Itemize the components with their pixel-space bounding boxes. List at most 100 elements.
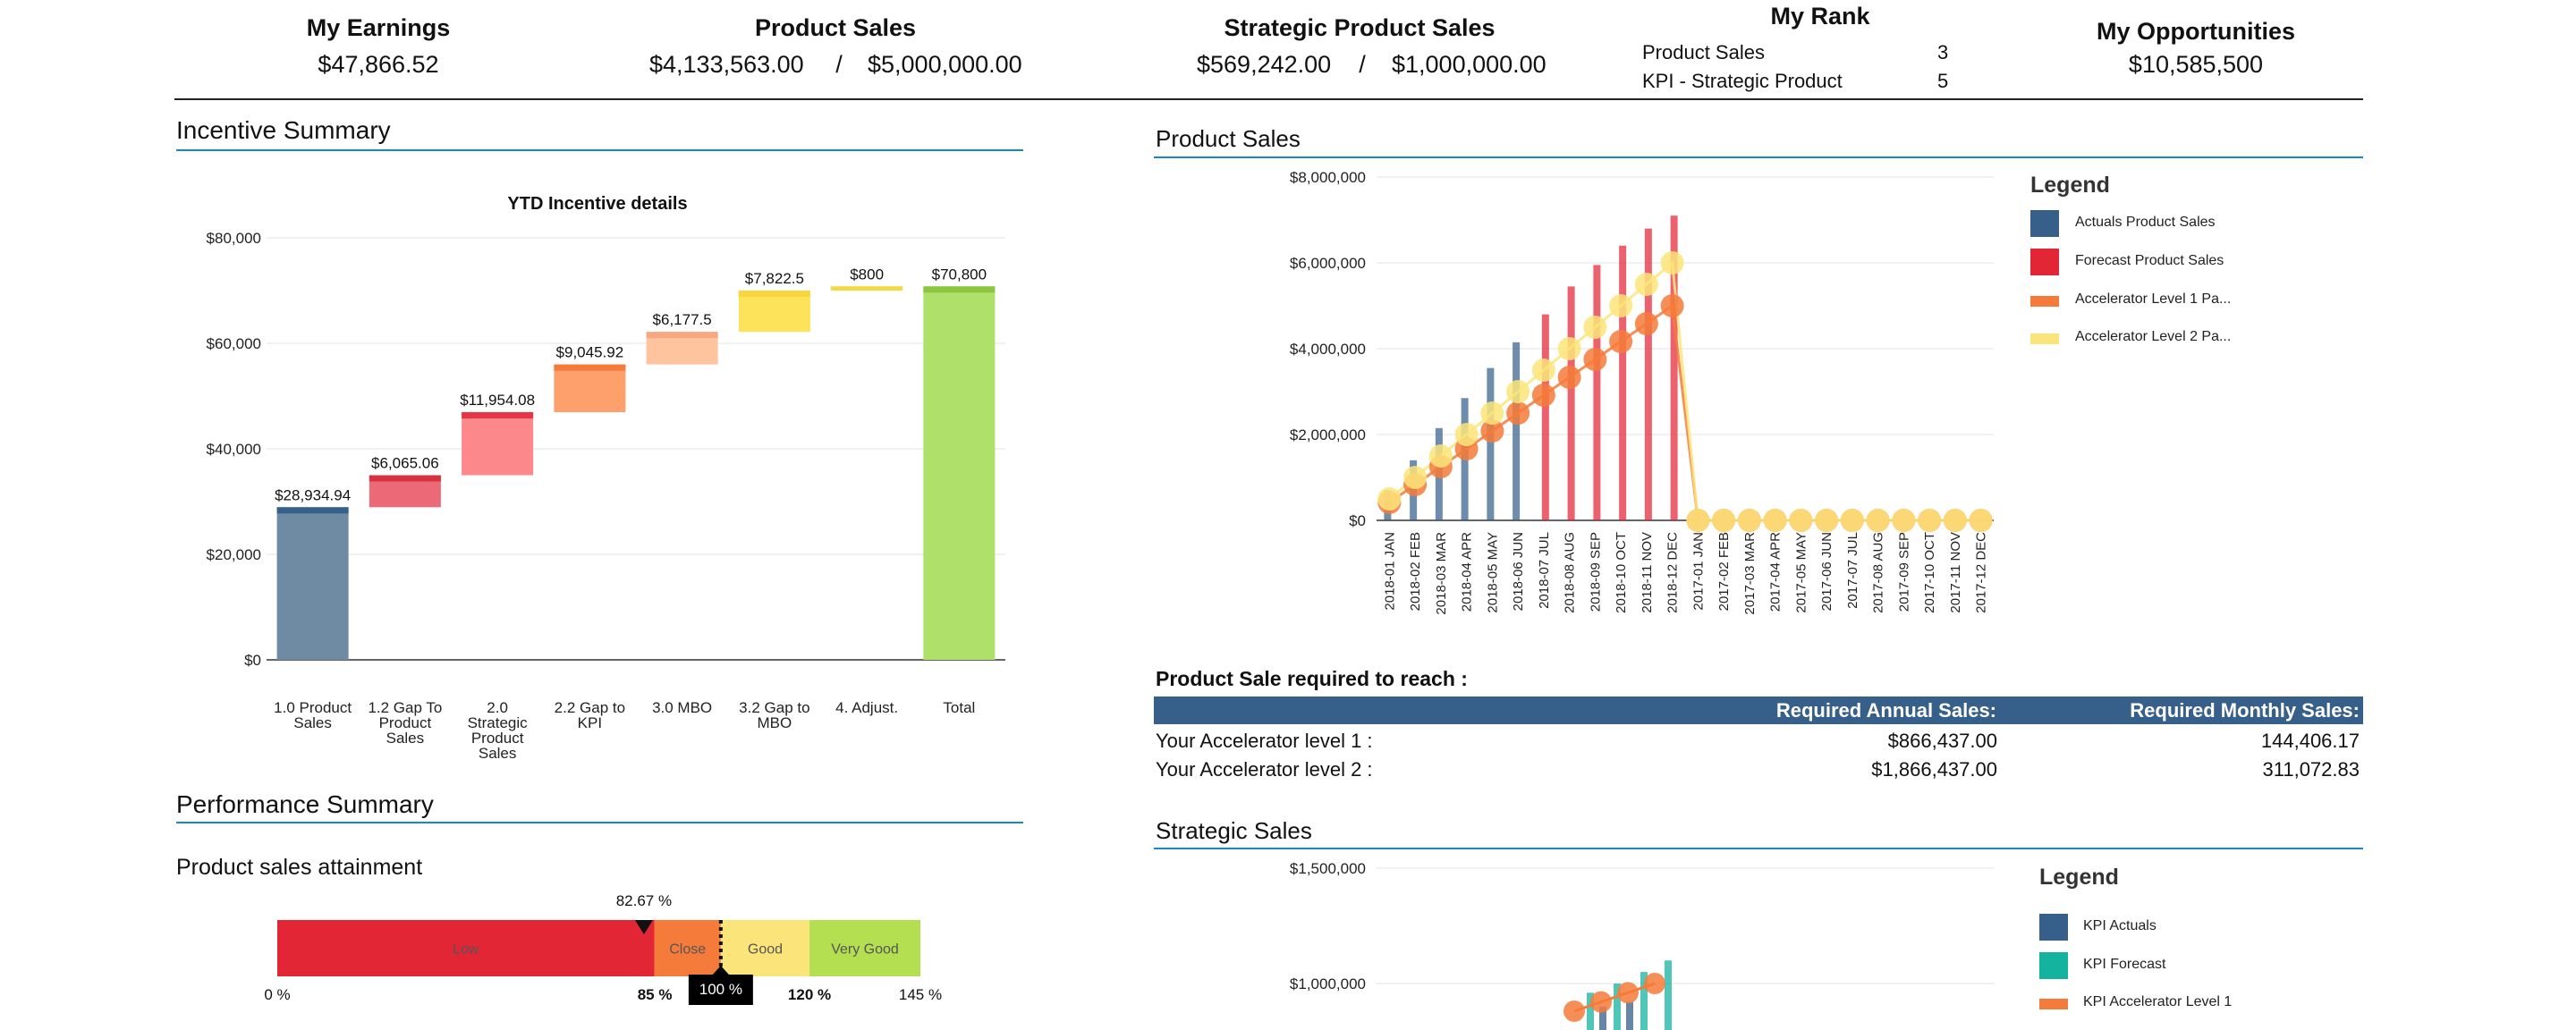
x-tick-label: Product	[471, 730, 524, 747]
accelerator-point	[1609, 294, 1633, 317]
x-tick-label: 3.2 Gap to	[739, 699, 809, 716]
rank-row-label: KPI - Strategic Product	[1642, 70, 1843, 92]
legend-swatch	[2039, 999, 2068, 1009]
attainment-band	[277, 920, 655, 976]
legend-swatch	[2030, 296, 2059, 307]
waterfall-bar-top	[646, 332, 718, 339]
x-tick-label: 2017-09 SEP	[1896, 532, 1911, 612]
my-rank-title: My Rank	[1770, 3, 1870, 30]
rank-row-value: 5	[1937, 70, 1949, 92]
attainment-band	[654, 920, 721, 976]
legend-swatch	[2030, 249, 2059, 275]
sales-bar	[1487, 367, 1495, 520]
incentive-summary-title: Incentive Summary	[176, 116, 391, 144]
y-tick-label: $60,000	[207, 335, 261, 352]
data-label: $800	[850, 266, 884, 283]
accelerator-point	[1789, 509, 1813, 532]
attainment-band	[809, 920, 920, 976]
required-monthly-header: Required Monthly Sales:	[2130, 699, 2360, 722]
attainment-band-label: Low	[453, 942, 479, 958]
x-tick-label: Sales	[479, 745, 517, 762]
sales-bar	[1619, 245, 1627, 520]
data-label: $6,177.5	[653, 311, 712, 328]
x-tick-label: 2017-02 FEB	[1716, 532, 1732, 611]
kpi-accelerator-line	[1573, 982, 1656, 1013]
legend-swatch	[2039, 914, 2068, 941]
x-tick-label: 2018-08 AUG	[1563, 532, 1578, 613]
accelerator-point	[1918, 509, 1942, 532]
x-tick-label: 2018-12 DEC	[1665, 532, 1681, 613]
kpi-accelerator-point	[1563, 1000, 1585, 1022]
x-tick-label: 2017-12 DEC	[1974, 532, 1989, 613]
y-tick-label: $80,000	[207, 230, 261, 247]
accelerator-point	[1531, 359, 1555, 382]
waterfall-bar-top	[462, 411, 534, 418]
rank-row-label: Product Sales	[1642, 41, 1765, 63]
product-sales-title: Product Sales	[754, 14, 917, 41]
accelerator-point	[1531, 383, 1555, 407]
x-tick-label: 2017-11 NOV	[1948, 532, 1963, 613]
x-tick-label: 2018-01 JAN	[1382, 532, 1397, 611]
product-sales-section-title: Product Sales	[1156, 125, 1301, 152]
my-earnings-title: My Earnings	[306, 14, 451, 41]
x-tick-label: 2017-04 APR	[1768, 532, 1784, 612]
attainment-tick-label: 145 %	[899, 986, 942, 1003]
kpi-accelerator-point	[1617, 982, 1639, 1004]
x-tick-label: Sales	[293, 714, 332, 731]
x-tick-label: 1.2 Gap To	[368, 699, 442, 716]
required-row-annual: $1,866,437.00	[1871, 758, 1997, 781]
kpi-forecast-bar	[1640, 972, 1648, 1030]
x-tick-label: 2.2 Gap to	[555, 699, 625, 716]
x-tick-label: 2018-02 FEB	[1408, 532, 1423, 611]
waterfall-bar	[554, 364, 626, 412]
x-tick-label: 1.0 Product	[274, 699, 352, 716]
x-tick-label: 3.0 MBO	[652, 699, 712, 716]
attainment-tick-label: 120 %	[788, 986, 831, 1003]
accelerator-point	[1712, 509, 1736, 532]
accelerator-line	[1388, 303, 1981, 522]
waterfall-bar-top	[369, 475, 441, 482]
x-tick-label: 2018-05 MAY	[1485, 532, 1500, 613]
accelerator-point	[1428, 444, 1453, 468]
x-tick-label: 2017-08 AUG	[1871, 532, 1886, 613]
attainment-tick-label: 0 %	[264, 986, 290, 1003]
data-label: $28,934.94	[275, 486, 351, 503]
y-tick-label: $4,000,000	[1290, 341, 1366, 358]
strategic-legend-title: Legend	[2039, 865, 2119, 890]
x-tick-label: 2018-06 JUN	[1511, 532, 1526, 611]
kpi-actual-bar	[1599, 1006, 1606, 1030]
header-divider	[174, 98, 2363, 100]
y-tick-label: $6,000,000	[1290, 255, 1366, 272]
attainment-band-label: Good	[748, 942, 783, 958]
chart-title: YTD Incentive details	[507, 194, 687, 214]
accelerator-point	[1506, 380, 1530, 403]
strategic-sales-section-rule	[1154, 848, 2363, 849]
attainment-subtitle: Product sales attainment	[176, 855, 423, 880]
accelerator-point	[1403, 466, 1428, 489]
performance-summary-title: Performance Summary	[176, 790, 434, 818]
rank-row-value: 3	[1937, 41, 1949, 63]
strategic-sales-chart: $1,000,000 $1,500,000	[1290, 860, 1994, 1030]
legend-item: Accelerator Level 2 Pa...	[2075, 329, 2232, 344]
x-tick-label: 2.0	[487, 699, 508, 716]
accelerator-point	[1840, 509, 1864, 532]
sales-bar	[1541, 314, 1549, 520]
y-tick-label: $2,000,000	[1290, 426, 1366, 443]
y-tick-label: $20,000	[207, 546, 261, 563]
product-sales-sep: /	[835, 51, 843, 78]
legend-item: KPI Accelerator Level 1	[2083, 994, 2233, 1009]
x-tick-label: 2017-01 JAN	[1690, 532, 1706, 611]
waterfall-bar	[462, 411, 534, 476]
required-row-annual: $866,437.00	[1887, 730, 1997, 752]
performance-summary-rule	[176, 822, 1023, 823]
attainment-marker-label: 82.67 %	[616, 892, 672, 909]
product-sales-target: $5,000,000.00	[868, 51, 1022, 78]
x-tick-label: KPI	[578, 714, 602, 731]
accelerator-point	[1480, 419, 1504, 443]
attainment-marker	[634, 920, 653, 934]
accelerator-point	[1634, 273, 1658, 296]
sales-bar	[1567, 286, 1575, 520]
accelerator-point	[1557, 337, 1581, 360]
legend-item: Actuals Product Sales	[2075, 215, 2216, 230]
data-label: $9,045.92	[556, 344, 624, 361]
